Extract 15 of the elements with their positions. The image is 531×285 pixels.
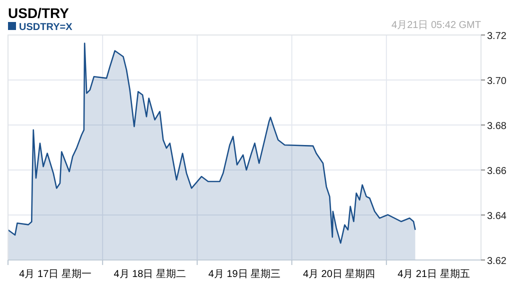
legend-label: USDTRY=X: [19, 22, 73, 33]
x-tick-label: 4月 21日 星期五: [398, 268, 470, 280]
x-tick-label: 4月 19日 星期三: [208, 268, 281, 280]
y-tick-label: 3.72: [487, 31, 507, 42]
y-tick-label: 3.66: [487, 166, 507, 177]
x-tick-label: 4月 18日 星期二: [114, 268, 186, 280]
y-tick-label: 3.70: [487, 76, 507, 87]
legend: USDTRY=X: [8, 22, 72, 33]
chart-title: USD/TRY: [8, 5, 70, 21]
text: 4月21日 05:42 GMT: [392, 20, 481, 31]
y-tick-label: 3.68: [487, 121, 507, 132]
x-tick-label: 4月 17日 星期一: [19, 268, 92, 280]
y-tick-label: 3.62: [487, 256, 507, 267]
y-tick-label: 3.64: [487, 211, 507, 222]
x-tick-label: 4月 20日 星期四: [302, 268, 376, 280]
